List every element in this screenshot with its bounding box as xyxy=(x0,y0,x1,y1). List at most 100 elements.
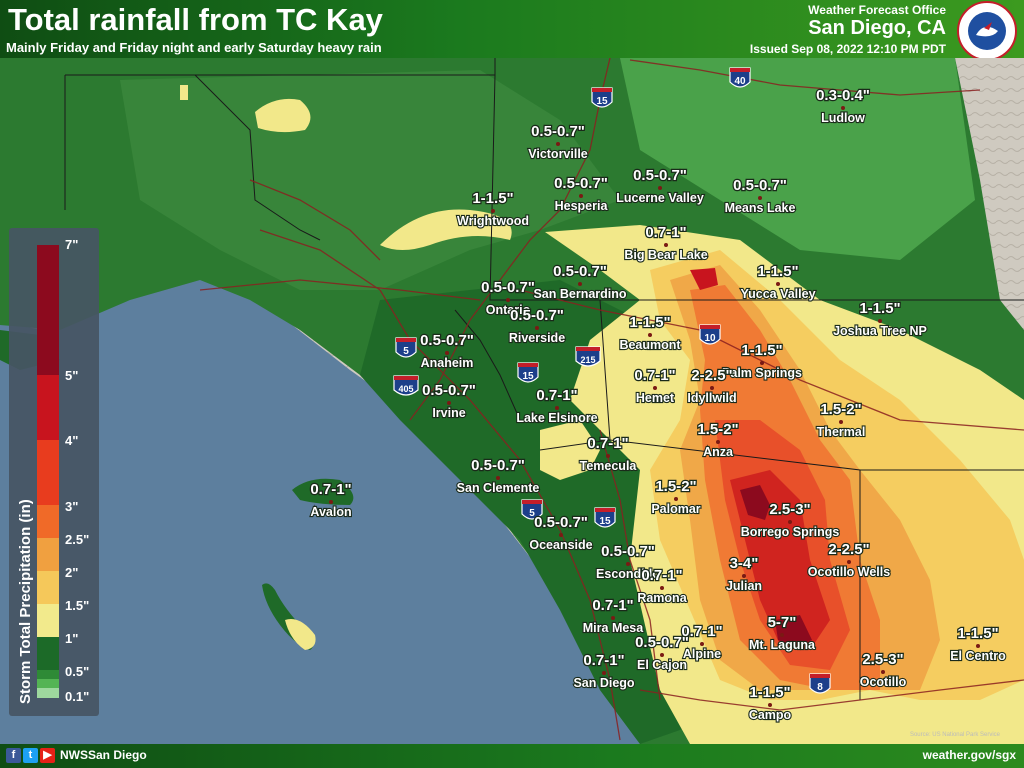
city-name: El Cajon xyxy=(637,658,687,672)
city-name: Palm Springs xyxy=(722,366,802,380)
city-name: Anaheim xyxy=(421,356,474,370)
office-info: Weather Forecast Office San Diego, CA Is… xyxy=(750,3,946,56)
rainfall-amount: 0.7-1" xyxy=(634,367,675,384)
city-dot xyxy=(660,653,664,657)
city-dot xyxy=(760,361,764,365)
forecast-label: 0.7-1" Lake Elsinore xyxy=(515,386,599,426)
rainfall-map: 15 40 10 5 405 215 1 xyxy=(0,58,1024,744)
forecast-label: 1.5-2" Thermal xyxy=(816,400,867,440)
city-dot xyxy=(758,196,762,200)
rainfall-amount: 1-1.5" xyxy=(859,300,900,317)
hw-label: 40 xyxy=(734,76,746,87)
youtube-icon[interactable]: ▶ xyxy=(40,748,55,763)
map-credit: Source: US National Park Service xyxy=(909,732,1000,738)
rainfall-amount: 0.5-0.7" xyxy=(633,167,687,184)
city-name: Ocotillo xyxy=(860,675,907,689)
rainfall-amount: 0.5-0.7" xyxy=(510,307,564,324)
legend-swatch-05-1 xyxy=(37,637,59,670)
forecast-label: 2-2.5" Ocotillo Wells xyxy=(807,540,892,580)
rainfall-amount: 0.5-0.7" xyxy=(733,177,787,194)
rainfall-amount: 1-1.5" xyxy=(629,314,670,331)
legend-tick: 0.1" xyxy=(65,689,90,704)
city-dot xyxy=(768,703,772,707)
forecast-label: 1.5-2" Palomar xyxy=(650,477,702,517)
road-network xyxy=(199,58,1024,741)
city-name: Temecula xyxy=(580,459,638,473)
legend-swatch-2-25 xyxy=(37,538,59,571)
city-dot xyxy=(660,586,664,590)
forecast-label: 2.5-3" Ocotillo xyxy=(859,650,908,690)
rainfall-amount: 5-7" xyxy=(768,614,797,631)
city-dot xyxy=(881,670,885,674)
city-dot xyxy=(653,386,657,390)
legend: Storm Total Precipitation (in) 7" 5" 4" … xyxy=(9,228,99,716)
forecast-label: 0.5-0.7" Ontario xyxy=(480,278,536,318)
city-dot xyxy=(602,671,606,675)
rain-zone-5b xyxy=(775,615,812,648)
map-subtitle: Mainly Friday and Friday night and early… xyxy=(6,40,382,55)
rainfall-amount: 1.5-2" xyxy=(655,478,696,495)
rainfall-amount: 0.5-0.7" xyxy=(481,279,535,296)
city-name: Wrightwood xyxy=(457,214,529,228)
city-dot xyxy=(329,500,333,504)
city-dot xyxy=(506,298,510,302)
city-name: Victorville xyxy=(528,147,588,161)
highway-15-shield-north: 15 xyxy=(591,87,613,108)
header-bar: Total rainfall from TC Kay Mainly Friday… xyxy=(0,0,1024,61)
city-dot xyxy=(491,209,495,213)
facebook-icon[interactable]: f xyxy=(6,748,21,763)
legend-tick: 2.5" xyxy=(65,532,90,547)
twitter-icon[interactable]: t xyxy=(23,748,38,763)
city-name: Palomar xyxy=(651,502,700,516)
highway-15-shield-south: 15 xyxy=(594,507,616,528)
city-name: Borrego Springs xyxy=(741,525,840,539)
website-link[interactable]: weather.gov/sgx xyxy=(922,748,1016,762)
rainfall-amount: 0.7-1" xyxy=(645,224,686,241)
rainfall-amount: 0.7-1" xyxy=(592,597,633,614)
rainfall-amount: 1.5-2" xyxy=(820,401,861,418)
city-dot xyxy=(841,106,845,110)
legend-tick: 1" xyxy=(65,631,79,646)
city-dot xyxy=(878,319,882,323)
forecast-label: 1-1.5" Palm Springs xyxy=(721,341,803,381)
legend-swatch-02-03 xyxy=(37,679,59,688)
highway-40-shield: 40 xyxy=(729,67,751,88)
rainfall-amount: 0.7-1" xyxy=(681,623,722,640)
legend-color-bar xyxy=(37,245,59,698)
forecast-label: 0.7-1" Mira Mesa xyxy=(582,596,646,636)
rainfall-amount: 1-1.5" xyxy=(741,342,782,359)
city-dot xyxy=(578,282,582,286)
city-dot xyxy=(674,497,678,501)
city-name: Ramona xyxy=(637,591,687,605)
rainfall-amount: 1-1.5" xyxy=(957,625,998,642)
legend-tick: 2" xyxy=(65,565,79,580)
city-dot xyxy=(847,560,851,564)
city-name: Thermal xyxy=(817,425,866,439)
forecast-label: 1-1.5" Yucca Valley xyxy=(739,262,816,302)
forecast-label: 5-7" Mt. Laguna xyxy=(748,613,817,653)
city-dot xyxy=(559,533,563,537)
hw-label: 5 xyxy=(529,508,535,519)
forecast-label: 0.5-0.7" El Cajon xyxy=(634,633,690,673)
rainfall-amount: 0.7-1" xyxy=(641,567,682,584)
legend-swatch-03-05 xyxy=(37,670,59,679)
city-name: Mira Mesa xyxy=(583,621,644,635)
forecast-label: 0.5-0.7" Hesperia xyxy=(553,174,610,214)
forecast-label: 0.5-0.7" Lucerne Valley xyxy=(615,166,705,206)
social-handle[interactable]: NWSSan Diego xyxy=(60,748,147,762)
rain-zone-spot xyxy=(180,85,188,100)
forecast-label: 1-1.5" Beaumont xyxy=(618,313,682,353)
city-dot xyxy=(555,406,559,410)
city-dot xyxy=(445,351,449,355)
city-dot xyxy=(780,633,784,637)
city-dot xyxy=(626,562,630,566)
office-line2: San Diego, CA xyxy=(808,17,946,39)
city-dot xyxy=(447,401,451,405)
city-name: San Diego xyxy=(573,676,634,690)
forecast-label: 2.5-3" Borrego Springs xyxy=(740,500,841,540)
forecast-label: 1-1.5" Campo xyxy=(748,683,793,723)
rainfall-amount: 1-1.5" xyxy=(472,190,513,207)
city-dot xyxy=(742,574,746,578)
city-dot xyxy=(664,243,668,247)
highway-8-shield: 8 xyxy=(809,673,831,694)
